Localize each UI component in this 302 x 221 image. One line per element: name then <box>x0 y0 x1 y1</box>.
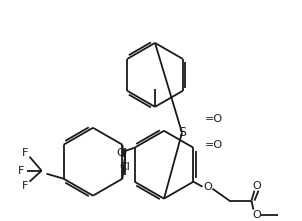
Text: =O: =O <box>205 114 223 124</box>
Text: F: F <box>22 148 29 158</box>
Text: F: F <box>22 181 29 191</box>
Text: O: O <box>252 181 261 191</box>
Text: F: F <box>18 166 25 176</box>
Text: Cl: Cl <box>119 162 130 172</box>
Text: S: S <box>178 126 186 139</box>
Text: =O: =O <box>205 140 223 150</box>
Text: O: O <box>116 148 125 158</box>
Text: O: O <box>203 182 212 192</box>
Text: O: O <box>252 210 261 220</box>
